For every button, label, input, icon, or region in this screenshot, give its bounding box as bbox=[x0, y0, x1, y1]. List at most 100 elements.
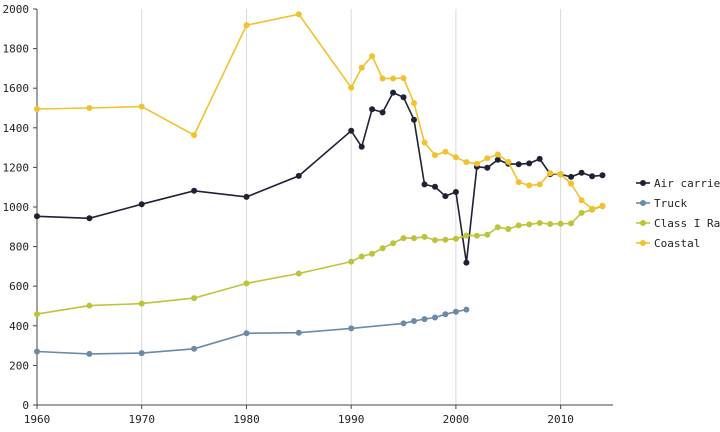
data-point bbox=[463, 259, 470, 266]
data-point bbox=[358, 253, 365, 260]
legend-label: Class I Rail bbox=[654, 217, 720, 230]
axes bbox=[33, 8, 613, 409]
data-point bbox=[400, 94, 407, 101]
y-tick-label: 2000 bbox=[3, 3, 30, 16]
data-point bbox=[295, 270, 302, 277]
data-point bbox=[400, 75, 407, 82]
data-point bbox=[138, 300, 145, 307]
data-point bbox=[379, 245, 386, 252]
data-point bbox=[295, 172, 302, 179]
x-tick-label: 1960 bbox=[24, 413, 51, 426]
data-point bbox=[243, 193, 250, 200]
data-point bbox=[390, 240, 397, 247]
data-point bbox=[432, 237, 438, 244]
grid-lines bbox=[141, 9, 562, 405]
data-point bbox=[484, 231, 491, 238]
y-tick-label: 1000 bbox=[3, 201, 30, 214]
data-point bbox=[348, 84, 355, 91]
data-point bbox=[411, 318, 417, 324]
y-tick-label: 1200 bbox=[3, 161, 30, 174]
data-point bbox=[191, 345, 198, 352]
data-point bbox=[494, 224, 501, 231]
data-point bbox=[526, 182, 533, 189]
data-point bbox=[505, 158, 512, 165]
data-point bbox=[400, 235, 407, 242]
data-point bbox=[442, 236, 449, 243]
series-truck bbox=[34, 306, 470, 357]
data-point bbox=[138, 350, 145, 357]
series-class-i-rail bbox=[34, 203, 606, 318]
data-point bbox=[589, 205, 596, 212]
data-point bbox=[34, 348, 40, 355]
data-point bbox=[191, 132, 198, 139]
data-point bbox=[432, 314, 438, 321]
x-tick-label: 1990 bbox=[338, 413, 365, 426]
data-point bbox=[473, 160, 480, 167]
y-tick-label: 600 bbox=[9, 280, 29, 293]
legend-item: Coastal bbox=[636, 237, 700, 250]
data-point bbox=[348, 258, 355, 265]
data-point bbox=[400, 320, 407, 327]
data-point bbox=[463, 159, 470, 166]
legend-swatch-marker bbox=[640, 180, 646, 186]
data-point bbox=[348, 127, 355, 134]
data-point bbox=[379, 75, 386, 82]
data-point bbox=[494, 156, 501, 163]
data-point bbox=[547, 221, 554, 227]
data-point bbox=[421, 316, 428, 323]
legend-label: Truck bbox=[654, 197, 687, 210]
data-point bbox=[536, 181, 543, 188]
x-tick-label: 2000 bbox=[443, 413, 470, 426]
data-point bbox=[442, 311, 449, 318]
data-point bbox=[452, 189, 459, 195]
data-point bbox=[578, 209, 585, 216]
series-line bbox=[36, 205, 603, 315]
data-point bbox=[484, 164, 491, 171]
legend-label: Coastal bbox=[654, 237, 700, 250]
data-point bbox=[86, 215, 93, 222]
data-point bbox=[463, 306, 470, 313]
data-point bbox=[411, 116, 417, 123]
data-point bbox=[390, 89, 397, 96]
data-point bbox=[34, 106, 40, 112]
legend-item: Air carrier bbox=[636, 177, 720, 190]
legend-label: Air carrier bbox=[654, 177, 720, 190]
data-point bbox=[442, 193, 449, 200]
data-point bbox=[484, 155, 491, 162]
data-point bbox=[243, 280, 250, 287]
data-point bbox=[138, 201, 145, 208]
data-point bbox=[34, 311, 40, 318]
y-tick-label: 800 bbox=[9, 241, 29, 254]
y-tick-label: 1600 bbox=[3, 82, 30, 95]
x-tick-label: 2010 bbox=[547, 413, 574, 426]
data-point bbox=[243, 22, 250, 29]
data-point bbox=[452, 235, 459, 242]
data-point bbox=[463, 232, 470, 239]
data-point bbox=[432, 152, 438, 159]
data-point bbox=[421, 139, 428, 146]
data-point bbox=[557, 171, 564, 178]
data-point bbox=[421, 181, 428, 188]
y-tick-label: 200 bbox=[9, 359, 29, 372]
data-point bbox=[599, 202, 606, 209]
data-point bbox=[390, 75, 397, 82]
data-point bbox=[369, 53, 376, 60]
data-point bbox=[379, 109, 386, 116]
data-point bbox=[526, 160, 533, 167]
data-point bbox=[536, 155, 543, 162]
data-point bbox=[295, 11, 302, 18]
data-point bbox=[432, 183, 438, 190]
data-point bbox=[369, 106, 376, 113]
y-tick-label: 400 bbox=[9, 320, 29, 333]
data-point bbox=[599, 172, 606, 179]
data-point bbox=[295, 329, 302, 336]
legend-item: Truck bbox=[636, 197, 687, 210]
data-point bbox=[86, 350, 93, 357]
data-point bbox=[526, 221, 533, 228]
legend-swatch-marker bbox=[640, 220, 646, 226]
data-point bbox=[191, 295, 198, 302]
data-point bbox=[243, 330, 250, 337]
legend-item: Class I Rail bbox=[636, 217, 720, 230]
data-point bbox=[473, 232, 480, 239]
